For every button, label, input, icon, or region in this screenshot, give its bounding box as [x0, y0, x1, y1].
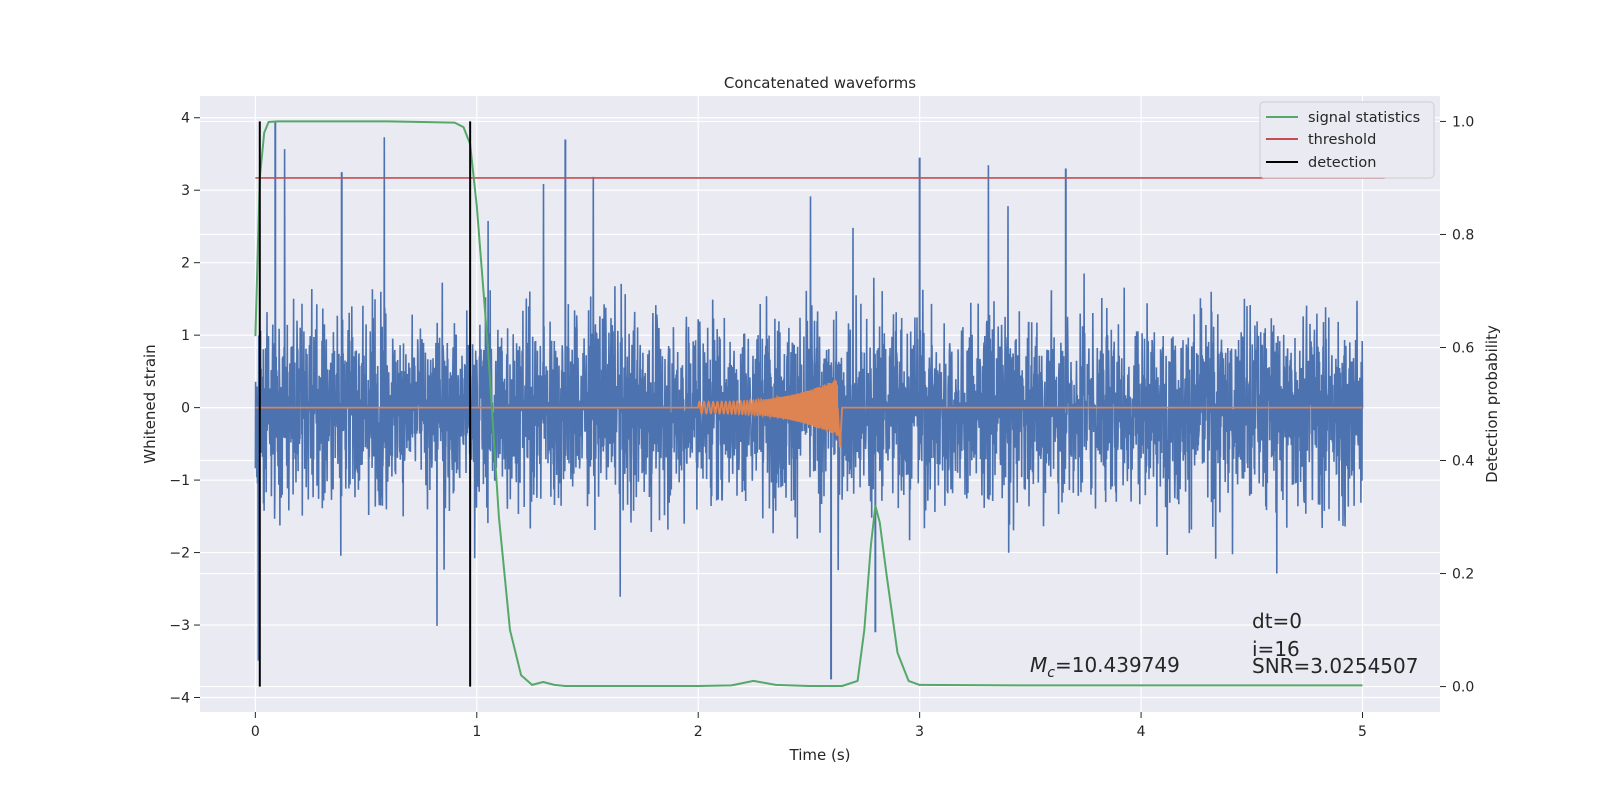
mc-value: =10.439749 [1055, 653, 1180, 677]
legend-box [1259, 101, 1435, 179]
signal-statistics-line [254, 120, 1363, 687]
x-tick-label: 4 [1137, 724, 1146, 740]
annotation-dt: dt=0 [1252, 609, 1302, 633]
ticks: 0 1 2 3 4 5 4 3 2 1 0 −1 −2 −3 −4 1.0 0.8 0.6 0.4 0.2 0.0 [169, 111, 1474, 740]
legend-label-signal-statistics: signal statistics [1308, 110, 1420, 126]
y-tick-label-left: 2 [181, 256, 190, 272]
injected-waveform-line [255, 379, 1363, 448]
y-axis-label-left: Whitened strain [141, 344, 159, 463]
chart-title: Concatenated waveforms [724, 74, 916, 92]
x-tick-label: 5 [1358, 724, 1367, 740]
legend: signal statistics threshold detection [1259, 101, 1435, 179]
y-tick-label-left: 4 [181, 111, 190, 127]
y-tick-label-left: −3 [169, 618, 190, 634]
y-tick-label-left: 0 [181, 401, 190, 417]
legend-label-detection: detection [1308, 155, 1376, 171]
x-tick-label: 0 [251, 724, 260, 740]
x-tick-label: 3 [915, 724, 924, 740]
y-tick-label-right: 0.6 [1452, 340, 1474, 356]
y-tick-label-left: 3 [181, 183, 190, 199]
legend-label-threshold: threshold [1308, 132, 1376, 148]
y-tick-label-right: 1.0 [1452, 114, 1474, 130]
annotations: Mc=10.439749 dt=0 i=16 SNR=3.0254507 [1030, 609, 1418, 681]
y-tick-label-right: 0.2 [1452, 567, 1474, 583]
series-layer [254, 120, 1385, 687]
y-tick-label-left: −1 [169, 473, 190, 489]
y-tick-label-left: −2 [169, 546, 190, 562]
mc-annotation: Mc=10.439749 [1030, 653, 1180, 681]
y-tick-label-right: 0.0 [1452, 680, 1474, 696]
y-axis-label-right: Detection probability [1483, 325, 1501, 483]
x-tick-label: 1 [472, 724, 481, 740]
y-tick-label-left: 1 [181, 328, 190, 344]
mc-subscript: c [1047, 665, 1055, 681]
whitened-strain-line [254, 137, 1364, 661]
y-tick-label-left: −4 [169, 691, 190, 707]
y-tick-label-right: 0.4 [1452, 454, 1474, 470]
x-axis-label: Time (s) [789, 746, 851, 764]
x-tick-label: 2 [694, 724, 703, 740]
annotation-snr: SNR=3.0254507 [1252, 654, 1418, 678]
annotation-i: i=16 [1252, 637, 1300, 661]
mc-symbol: M [1030, 653, 1047, 677]
y-tick-label-right: 0.8 [1452, 227, 1474, 243]
